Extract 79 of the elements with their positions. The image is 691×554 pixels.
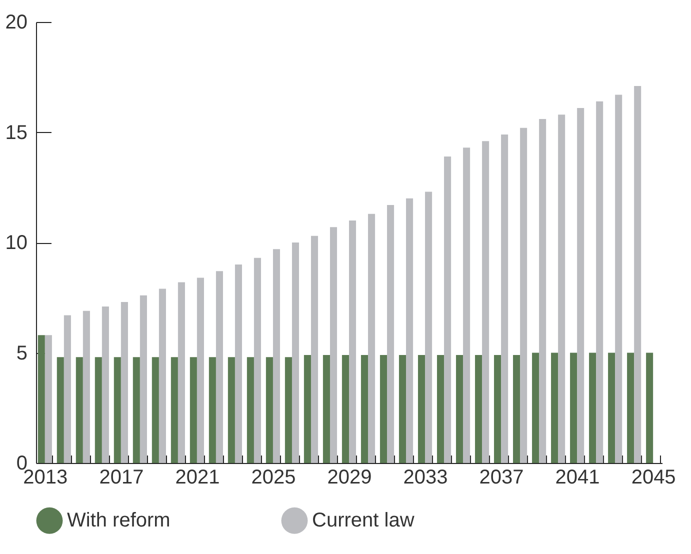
bar xyxy=(425,192,432,463)
x-tick-label: 2017 xyxy=(99,466,144,488)
bar xyxy=(158,288,166,463)
bar xyxy=(368,214,376,463)
bar xyxy=(520,128,528,463)
bar xyxy=(322,354,330,463)
legend-label: With reform xyxy=(67,510,170,532)
bar xyxy=(398,354,406,463)
bar xyxy=(646,352,654,463)
bar xyxy=(342,354,349,463)
bar xyxy=(436,354,444,463)
bar xyxy=(570,352,578,463)
bar xyxy=(196,278,204,463)
bar xyxy=(456,354,464,463)
bar xyxy=(387,205,394,463)
x-tick-label: 2025 xyxy=(251,466,296,488)
bar xyxy=(132,357,140,463)
bar xyxy=(539,119,546,463)
bar xyxy=(190,357,197,463)
bar xyxy=(38,335,45,463)
bar xyxy=(266,357,273,463)
bar xyxy=(272,249,280,463)
x-tick-label: 2037 xyxy=(479,466,524,488)
bar xyxy=(94,357,102,463)
bar xyxy=(216,271,223,463)
bar xyxy=(170,357,178,463)
bar xyxy=(76,357,83,463)
bar xyxy=(310,236,318,463)
bar xyxy=(228,357,235,463)
bar xyxy=(551,352,558,463)
bar xyxy=(577,108,584,463)
x-tick-label: 2045 xyxy=(631,466,676,488)
bar xyxy=(152,357,159,463)
bar xyxy=(82,310,90,463)
bar xyxy=(501,134,508,463)
bar xyxy=(380,354,388,463)
x-tick-label: 2041 xyxy=(555,466,600,488)
bar xyxy=(482,141,490,463)
bar xyxy=(120,302,128,463)
bar xyxy=(64,315,71,463)
bar xyxy=(254,258,262,463)
y-tick-label: 10 xyxy=(5,232,28,254)
bar xyxy=(304,354,311,463)
bar xyxy=(444,156,452,463)
bar xyxy=(513,354,520,463)
x-tick-label: 2021 xyxy=(175,466,220,488)
bar xyxy=(56,357,64,463)
bar xyxy=(234,264,242,463)
bar xyxy=(360,354,368,463)
bar xyxy=(44,335,52,463)
bar xyxy=(406,198,414,463)
bar xyxy=(178,282,185,463)
bar xyxy=(627,352,634,463)
y-tick-label: 15 xyxy=(5,122,28,144)
x-tick-label: 2033 xyxy=(403,466,448,488)
bar xyxy=(140,295,147,463)
bar xyxy=(608,352,616,463)
bar xyxy=(246,357,254,463)
bar xyxy=(532,352,540,463)
bar xyxy=(475,354,482,463)
y-tick-label: 5 xyxy=(16,342,28,364)
bar xyxy=(330,227,338,463)
bar xyxy=(418,354,426,463)
bar xyxy=(102,306,109,463)
legend-label: Current law xyxy=(312,510,415,532)
bar xyxy=(284,357,292,463)
bar xyxy=(349,220,356,463)
bar xyxy=(208,357,216,463)
x-tick-label: 2029 xyxy=(327,466,372,488)
bar xyxy=(596,101,604,463)
bar xyxy=(589,352,596,463)
bar xyxy=(114,357,121,463)
y-tick-label: 20 xyxy=(5,12,28,34)
bar xyxy=(615,94,622,463)
bar xyxy=(292,242,300,463)
bar xyxy=(634,86,642,463)
bar xyxy=(494,354,502,463)
bar xyxy=(558,114,566,463)
bar xyxy=(463,148,470,463)
